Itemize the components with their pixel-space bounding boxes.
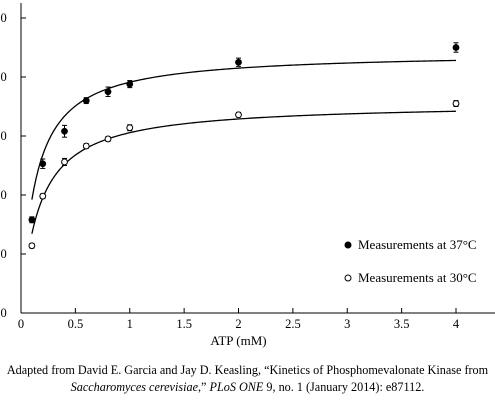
data-point-30c: [61, 158, 68, 166]
x-tick-label: 2.5: [285, 317, 301, 331]
data-point-30c: [82, 142, 90, 150]
data-point-37c: [82, 97, 90, 104]
legend-label-2: Measurements at 30°C: [358, 270, 477, 285]
data-point-37c: [452, 44, 460, 51]
data-point-37c: [104, 88, 112, 96]
data-point-30c: [235, 111, 242, 119]
y-tick-label: .0: [0, 11, 7, 25]
legend-marker-2: [344, 274, 352, 282]
data-point-37c: [39, 160, 47, 168]
x-tick-label: 3.5: [394, 317, 410, 331]
x-tick-label: 0: [18, 317, 24, 331]
caption-punctuation: ,”: [197, 380, 210, 394]
x-axis-label: ATP (mM): [210, 333, 266, 348]
fit-curve-series-2: [31, 110, 457, 234]
figure-caption-line-1: Adapted from David E. Garcia and Jay D. …: [6, 363, 489, 377]
caption-citation: 9, no. 1 (January 2014): e87112.: [263, 380, 425, 394]
y-tick-label: .0: [0, 129, 7, 143]
data-point-30c: [104, 135, 112, 143]
caption-journal-name: PLoS ONE: [209, 380, 264, 394]
fit-curve-series-1: [31, 59, 457, 200]
x-tick-label: 2: [235, 317, 241, 331]
x-tick-label: 1: [127, 317, 133, 331]
legend-label-1: Measurements at 37°C: [358, 237, 477, 252]
y-tick-label: .0: [0, 70, 7, 84]
data-point-37c: [28, 216, 36, 224]
data-point-30c: [28, 242, 36, 250]
data-point-37c: [61, 127, 68, 135]
figure-caption-line-2: Saccharomyces cerevisiae,” PLoS ONE 9, n…: [0, 379, 495, 396]
x-tick-label: 0.5: [68, 317, 84, 331]
data-point-37c: [126, 80, 134, 88]
data-point-30c: [39, 192, 47, 200]
data-point-30c: [126, 124, 134, 132]
x-tick-label: 4: [453, 317, 460, 331]
x-tick-label: 1.5: [176, 317, 192, 331]
legend-marker-1: [344, 241, 352, 249]
y-tick-label: .0: [0, 188, 7, 202]
y-tick-label: .0: [0, 306, 7, 320]
y-tick-label: .0: [0, 247, 7, 261]
caption-species-name: Saccharomyces cerevisiae: [70, 380, 198, 394]
data-point-30c: [452, 100, 460, 107]
x-tick-label: 3: [344, 317, 350, 331]
data-point-37c: [235, 58, 242, 66]
